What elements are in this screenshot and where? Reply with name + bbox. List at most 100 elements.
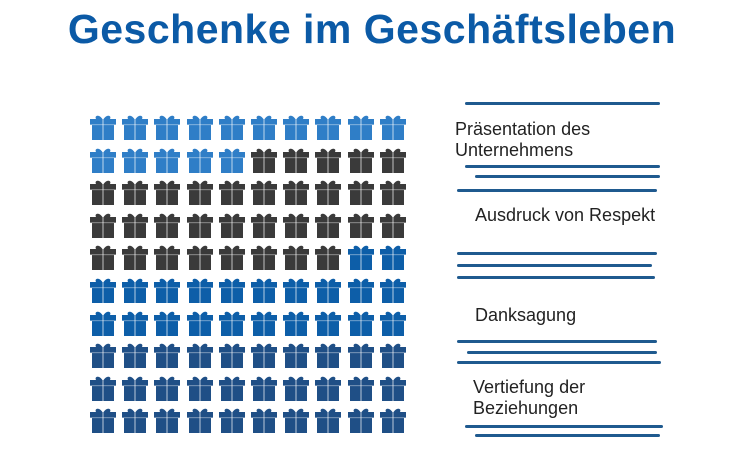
gift-icon — [315, 180, 342, 206]
gift-icon — [154, 148, 181, 173]
gift-icon — [315, 376, 342, 401]
gift-icon — [186, 246, 213, 271]
gift-icon — [218, 311, 245, 336]
gift-icon — [379, 376, 406, 401]
gift-icon — [347, 148, 374, 173]
gift-icon — [154, 213, 181, 238]
gift-icon — [154, 246, 181, 271]
gift-icon — [218, 278, 245, 303]
gift-icon — [90, 148, 116, 173]
gift-icon — [122, 246, 149, 271]
gift-icon — [122, 148, 149, 173]
legend-label-praesentation: Präsentation des Unternehmens — [455, 119, 685, 161]
gift-icon — [347, 246, 374, 271]
gift-icon — [283, 246, 310, 271]
gift-icon — [186, 278, 213, 303]
gift-icon — [379, 343, 406, 369]
gift-icon — [154, 343, 181, 369]
gift-icon — [122, 115, 149, 140]
legend-label-respekt: Ausdruck von Respekt — [475, 205, 705, 226]
legend-stroke — [457, 361, 661, 364]
gift-icon — [218, 213, 245, 238]
gift-icon — [315, 343, 342, 369]
legend-label-line: Vertiefung der — [473, 377, 586, 397]
gift-icon — [90, 376, 116, 401]
gift-icon — [122, 213, 149, 238]
gift-icon — [154, 311, 181, 336]
gift-icon — [347, 311, 374, 336]
gift-icon — [347, 180, 374, 206]
gift-icon — [283, 180, 310, 206]
legend-label-line: Ausdruck von Respekt — [475, 205, 656, 225]
legend-label-line: Beziehungen — [473, 398, 579, 418]
gift-icon — [218, 343, 245, 369]
gift-icon — [283, 115, 310, 140]
gift-icon — [218, 376, 245, 401]
gift-icon — [315, 246, 342, 271]
gift-icon — [186, 409, 213, 434]
chart-title: Geschenke im Geschäftsleben — [67, 6, 677, 52]
legend-stroke — [467, 351, 657, 354]
gift-icon — [90, 213, 116, 238]
legend-stroke — [457, 276, 655, 279]
gift-icon — [218, 115, 245, 140]
gift-icon — [154, 376, 181, 401]
legend-stroke — [475, 175, 660, 178]
gift-icon — [347, 409, 374, 434]
gift-icon — [122, 180, 149, 206]
legend-stroke — [457, 264, 652, 267]
gift-icon — [218, 148, 245, 173]
gift-icon — [379, 180, 406, 206]
gift-icon — [347, 343, 374, 369]
gift-icon — [122, 278, 149, 303]
gift-icon — [186, 115, 213, 140]
gift-icon — [251, 148, 277, 173]
gift-icon — [347, 115, 374, 140]
legend-label-danksagung: Danksagung — [475, 305, 705, 326]
gift-icon — [90, 180, 116, 206]
gift-icon — [154, 278, 181, 303]
gift-icon — [315, 148, 342, 173]
gift-icon — [283, 343, 310, 369]
gift-icon — [154, 115, 181, 140]
gift-icon — [283, 278, 310, 303]
legend-stroke — [457, 252, 657, 255]
gift-icon — [315, 311, 342, 336]
gift-icon — [218, 409, 245, 434]
gift-icon — [218, 180, 245, 206]
gift-icon — [90, 278, 116, 303]
gift-icon — [122, 343, 149, 369]
gift-icon — [251, 278, 277, 303]
gift-icon — [379, 409, 406, 434]
gift-icon — [218, 246, 245, 271]
legend-stroke — [475, 434, 660, 437]
gift-icon — [251, 409, 277, 434]
legend: Präsentation des Unternehmens Ausdruck v… — [455, 95, 675, 440]
legend-label-vertiefung: Vertiefung der Beziehungen — [473, 377, 703, 419]
gift-icon — [186, 213, 213, 238]
gift-icon — [186, 343, 213, 369]
gift-icon — [315, 115, 342, 140]
gift-icon — [186, 376, 213, 401]
gift-icon — [283, 409, 310, 434]
gift-icon — [186, 180, 213, 206]
gift-icon — [347, 278, 374, 303]
gift-icon — [315, 213, 342, 238]
gift-icon — [283, 376, 310, 401]
gift-icon — [90, 311, 116, 336]
legend-label-line: Unternehmens — [455, 140, 574, 160]
gift-icon — [379, 311, 406, 336]
gift-icon — [283, 213, 310, 238]
gift-icon — [347, 213, 374, 238]
gift-icon — [122, 409, 149, 434]
gift-icon — [90, 343, 116, 369]
gift-icon — [122, 376, 149, 401]
gift-icon — [315, 278, 342, 303]
gift-icon — [251, 246, 277, 271]
gift-icon — [251, 343, 277, 369]
gift-icon — [251, 311, 277, 336]
legend-stroke — [457, 340, 657, 343]
gift-icon — [251, 115, 277, 140]
gift-icon — [251, 213, 277, 238]
gift-icon — [186, 311, 213, 336]
